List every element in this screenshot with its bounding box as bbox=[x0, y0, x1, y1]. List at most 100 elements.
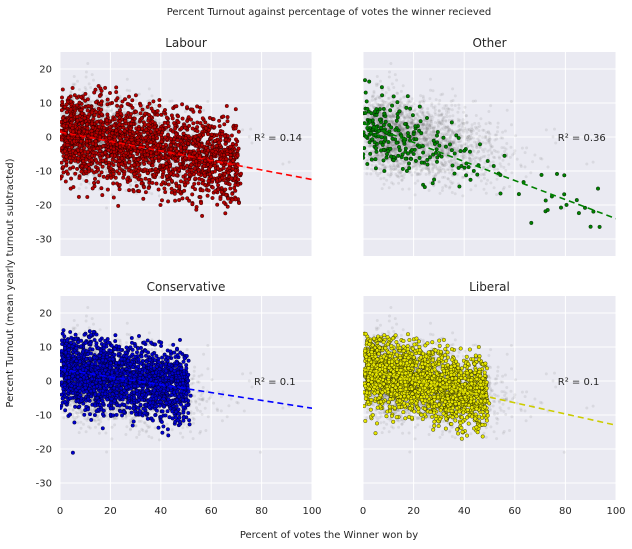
background-point bbox=[128, 184, 132, 188]
series-point bbox=[181, 131, 186, 136]
series-point bbox=[195, 125, 200, 130]
series-point bbox=[221, 166, 226, 171]
background-point bbox=[96, 89, 100, 93]
series-point bbox=[145, 131, 150, 135]
series-point bbox=[103, 85, 108, 90]
series-point bbox=[149, 140, 153, 145]
series-point bbox=[224, 192, 229, 197]
background-point bbox=[83, 102, 87, 106]
series-point bbox=[222, 200, 226, 205]
y-tick-label: -30 bbox=[36, 235, 52, 246]
series-point bbox=[191, 141, 195, 146]
background-point bbox=[170, 184, 174, 188]
series-point bbox=[155, 143, 160, 148]
series-point bbox=[206, 179, 211, 183]
series-point bbox=[90, 121, 94, 126]
background-point bbox=[468, 157, 472, 161]
background-point bbox=[432, 130, 436, 134]
series-point bbox=[154, 127, 159, 132]
series-point bbox=[154, 181, 159, 186]
series-point bbox=[69, 145, 74, 150]
series-point bbox=[139, 150, 144, 154]
series-point bbox=[162, 120, 167, 125]
background-point bbox=[206, 100, 210, 103]
series-point bbox=[108, 166, 113, 171]
background-point bbox=[375, 116, 379, 120]
series-point bbox=[166, 199, 171, 204]
series-point bbox=[123, 150, 128, 155]
series-point bbox=[64, 154, 69, 159]
background-point bbox=[109, 109, 113, 113]
background-point bbox=[136, 113, 139, 117]
background-point bbox=[396, 164, 400, 168]
background-point bbox=[69, 89, 73, 93]
series-point bbox=[120, 156, 124, 161]
background-point bbox=[523, 165, 527, 169]
background-point bbox=[170, 159, 174, 163]
series-point bbox=[209, 136, 214, 141]
series-point bbox=[85, 126, 90, 131]
background-point bbox=[202, 108, 206, 112]
background-point bbox=[79, 182, 83, 186]
series-point bbox=[233, 188, 238, 193]
series-point bbox=[199, 201, 204, 206]
series-point bbox=[157, 103, 162, 108]
series-point bbox=[195, 120, 200, 125]
background-point bbox=[101, 140, 105, 144]
background-point bbox=[137, 92, 141, 96]
series-point bbox=[98, 155, 103, 160]
series-point bbox=[185, 180, 190, 185]
series-point bbox=[236, 129, 241, 134]
series-point bbox=[151, 99, 156, 104]
background-point bbox=[112, 112, 116, 116]
series-point bbox=[133, 93, 138, 98]
series-point bbox=[136, 127, 141, 132]
series-point bbox=[187, 172, 192, 177]
series-point bbox=[118, 136, 122, 141]
background-point bbox=[134, 102, 138, 106]
y-tick-label: -20 bbox=[36, 201, 52, 212]
series-point bbox=[105, 112, 110, 117]
series-point bbox=[129, 150, 134, 155]
series-point bbox=[71, 165, 76, 170]
background-point bbox=[90, 73, 94, 77]
series-point bbox=[182, 145, 187, 150]
series-point bbox=[112, 137, 117, 142]
background-point bbox=[170, 125, 174, 129]
series-point bbox=[223, 211, 228, 216]
background-point bbox=[410, 121, 414, 125]
background-point bbox=[166, 188, 169, 192]
series-point bbox=[94, 100, 98, 105]
series-point bbox=[196, 163, 201, 168]
series-point bbox=[97, 124, 102, 129]
background-point bbox=[154, 106, 158, 110]
series-point bbox=[191, 121, 196, 126]
background-point bbox=[453, 158, 457, 162]
series-point bbox=[79, 169, 84, 174]
series-point bbox=[186, 115, 191, 120]
series-point bbox=[77, 100, 82, 105]
series-point bbox=[225, 134, 230, 138]
series-point bbox=[183, 125, 188, 130]
background-point bbox=[169, 121, 173, 125]
background-point bbox=[91, 165, 95, 169]
series-point bbox=[226, 170, 231, 175]
background-point bbox=[176, 179, 180, 183]
background-point bbox=[76, 170, 80, 174]
series-point bbox=[153, 167, 158, 171]
background-point bbox=[250, 141, 254, 145]
series-point bbox=[180, 116, 185, 121]
r2-annotation: R² = 0.14 bbox=[254, 133, 302, 144]
series-point bbox=[147, 113, 152, 117]
background-point bbox=[482, 176, 486, 180]
series-point bbox=[192, 166, 197, 171]
background-point bbox=[419, 110, 423, 114]
background-point bbox=[147, 191, 151, 194]
series-point bbox=[220, 132, 225, 136]
series-point bbox=[228, 186, 233, 191]
series-point bbox=[80, 111, 85, 116]
background-point bbox=[95, 117, 99, 121]
series-point bbox=[100, 164, 105, 169]
series-point bbox=[190, 107, 195, 112]
